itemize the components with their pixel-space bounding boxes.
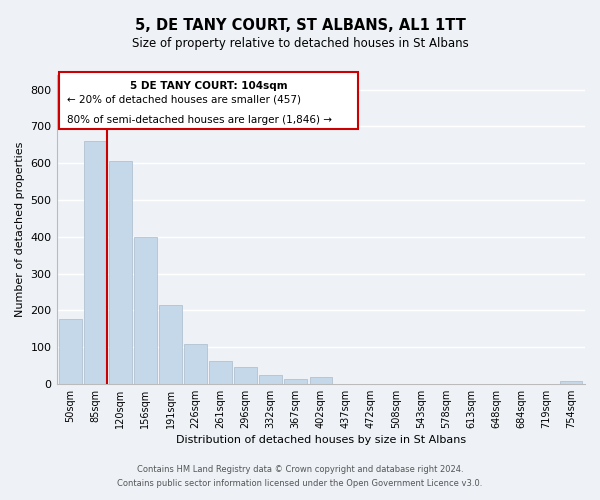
Text: 5, DE TANY COURT, ST ALBANS, AL1 1TT: 5, DE TANY COURT, ST ALBANS, AL1 1TT (134, 18, 466, 32)
Text: Size of property relative to detached houses in St Albans: Size of property relative to detached ho… (131, 38, 469, 51)
Bar (209, 361, 232, 384)
Bar (84, 141, 107, 384)
Bar (159, 305, 182, 384)
Text: ← 20% of detached houses are smaller (457): ← 20% of detached houses are smaller (45… (67, 94, 301, 104)
X-axis label: Distribution of detached houses by size in St Albans: Distribution of detached houses by size … (176, 435, 466, 445)
Text: 5 DE TANY COURT: 104sqm: 5 DE TANY COURT: 104sqm (130, 81, 287, 91)
Bar (109, 162, 131, 384)
Bar (259, 374, 282, 384)
Y-axis label: Number of detached properties: Number of detached properties (15, 142, 25, 317)
FancyBboxPatch shape (59, 72, 358, 129)
Bar (310, 377, 332, 384)
Bar (235, 366, 257, 384)
Text: 80% of semi-detached houses are larger (1,846) →: 80% of semi-detached houses are larger (… (67, 116, 332, 126)
Bar (184, 344, 207, 384)
Bar (59, 320, 82, 384)
Bar (284, 379, 307, 384)
Bar (560, 381, 583, 384)
Bar (134, 237, 157, 384)
Text: Contains HM Land Registry data © Crown copyright and database right 2024.
Contai: Contains HM Land Registry data © Crown c… (118, 466, 482, 487)
